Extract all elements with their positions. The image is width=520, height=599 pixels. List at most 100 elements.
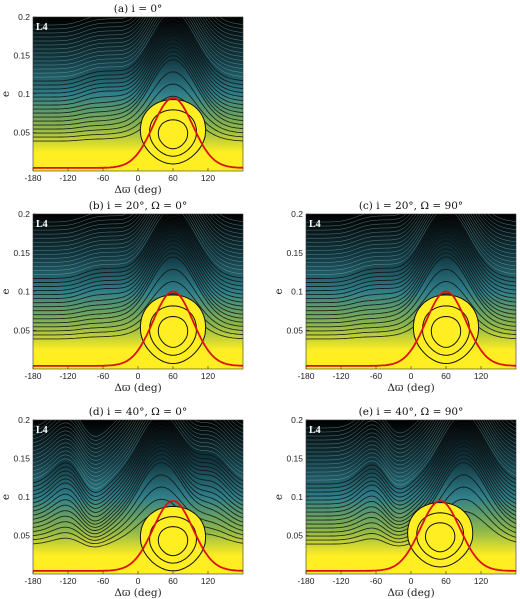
x-tick-label: -120 (59, 173, 76, 183)
contour-line (33, 214, 243, 247)
y-axis-label: e (0, 494, 12, 500)
contour-line (306, 420, 516, 446)
contour-line (306, 281, 516, 332)
contour-line (33, 430, 243, 505)
point-label: L4 (36, 219, 48, 230)
contour-line (33, 51, 243, 118)
x-tick-label: 60 (441, 371, 451, 381)
contour-line (33, 17, 243, 30)
contour-line (306, 214, 516, 247)
separatrix-curve (33, 499, 243, 572)
contour-line (33, 486, 243, 541)
contour-line (306, 214, 516, 239)
x-tick-label: 60 (168, 576, 178, 586)
contour-line (33, 17, 243, 78)
contour-line (306, 420, 516, 470)
x-tick-label: -120 (332, 371, 349, 381)
contour-line (33, 442, 243, 518)
contour-line (33, 47, 243, 114)
contour-line (33, 71, 243, 130)
contour-line (306, 240, 516, 308)
y-tick-label: 0.1 (291, 492, 303, 502)
contour-line (33, 474, 243, 538)
contour-line (306, 220, 516, 287)
contour-line (33, 420, 243, 477)
panel-3: (d) i = 40°, Ω = 0° L4 -180 -120 -60 0 60 120 0.… (0, 406, 244, 599)
x-tick-label: 0 (409, 576, 414, 586)
contour-line (33, 107, 243, 142)
x-tick-label: -60 (97, 576, 110, 586)
contour-line (306, 420, 516, 450)
contour-line (33, 35, 243, 102)
y-tick-label: 0.15 (286, 454, 303, 464)
y-tick-label: 0.05 (13, 128, 30, 138)
contour-line (306, 214, 516, 243)
contour-line (33, 17, 243, 70)
y-axis-label: e (0, 288, 12, 294)
contour-line (306, 256, 516, 324)
x-tick-label: 0 (136, 371, 141, 381)
contour-line (33, 214, 243, 223)
contour-line (33, 39, 243, 106)
contour-line (33, 240, 243, 308)
x-tick-label: -120 (59, 576, 76, 586)
contour-line (306, 420, 516, 490)
x-axis-label: Δϖ (deg) (114, 382, 161, 394)
contour-line (306, 434, 516, 506)
y-tick-label: 0.05 (286, 325, 303, 335)
contour-line (306, 214, 516, 267)
x-tick-label: 120 (201, 576, 215, 586)
contour-line (33, 420, 243, 493)
y-tick-label: 0.1 (18, 89, 30, 99)
contour-line (33, 420, 243, 461)
contour-line (33, 19, 243, 86)
contour-line (306, 420, 516, 434)
panel-title: (a) i = 0° (114, 3, 163, 15)
x-axis-label: Δϖ (deg) (387, 382, 434, 394)
y-tick-label: 0.05 (13, 531, 30, 541)
island-contour (422, 305, 470, 356)
contour-line (306, 216, 516, 283)
contour-line (306, 420, 516, 482)
x-tick-label: 60 (168, 173, 178, 183)
y-tick-label: 0.05 (286, 531, 303, 541)
contour-line (306, 442, 516, 514)
contour-line (306, 420, 516, 438)
island-contour (149, 305, 197, 356)
contour-line (306, 214, 516, 271)
island-contour (157, 526, 189, 557)
x-axis-label: Δϖ (deg) (387, 587, 434, 599)
y-tick-label: 0.2 (291, 415, 303, 425)
point-label: L4 (309, 219, 321, 230)
x-tick-label: 120 (201, 371, 215, 381)
contour-line (33, 510, 243, 548)
contour-line (33, 420, 243, 465)
panel-1: (b) i = 20°, Ω = 0° L4 -180 -120 -60 0 60 120 0.… (0, 200, 244, 394)
panel-0: (a) i = 0° L4 -180 -120 -60 0 60 120 0.05 0.1 0.15… (0, 3, 244, 196)
contour-line (306, 268, 516, 328)
panel-title: (c) i = 20°, Ω = 90° (359, 200, 463, 212)
contour-line (33, 228, 243, 296)
contour-line (33, 27, 243, 94)
contour-line (33, 420, 243, 485)
contour-line (33, 438, 243, 513)
panel-title: (e) i = 40°, Ω = 90° (359, 406, 464, 418)
y-tick-label: 0.2 (18, 209, 30, 219)
contour-line (33, 17, 243, 66)
contour-line (33, 17, 243, 50)
contour-line (306, 214, 516, 275)
contour-line (306, 252, 516, 320)
contour-line (33, 95, 243, 138)
contour-line (306, 420, 516, 466)
contour-line (306, 214, 516, 223)
contour-line (33, 43, 243, 110)
x-tick-label: 0 (409, 371, 414, 381)
contour-line (33, 214, 243, 243)
contour-line (306, 293, 516, 336)
contour-line (33, 17, 243, 74)
contour-line (306, 420, 516, 486)
x-tick-label: -60 (97, 371, 110, 381)
contour-line (306, 236, 516, 304)
contour-line (33, 434, 243, 509)
y-tick-label: 0.15 (13, 248, 30, 258)
